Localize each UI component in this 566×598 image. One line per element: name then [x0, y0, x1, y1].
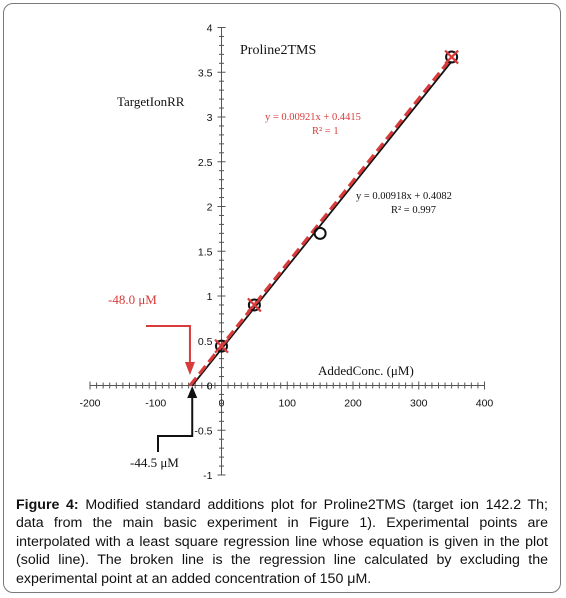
- annotations: [146, 325, 198, 452]
- caption-text: Modified standard additions plot for Pro…: [16, 497, 548, 587]
- data-point-cross: [444, 49, 459, 65]
- data-point: [215, 339, 228, 353]
- red-equation: y = 0.00921x + 0.4415: [265, 112, 361, 123]
- y-tick-label: 0: [207, 381, 213, 393]
- x-tick-label: -200: [79, 398, 100, 410]
- data-point: [445, 50, 459, 64]
- red-arrowhead: [184, 362, 195, 375]
- black-r2: R² = 0.997: [391, 205, 436, 216]
- axes: -200 -100 0 100 200 300 400-1-0.500.511.522.53…: [79, 23, 493, 483]
- data-points: [214, 49, 459, 354]
- black-equation: y = 0.00918x + 0.4082: [356, 191, 452, 202]
- data-point: [247, 298, 261, 312]
- figure-frame: [3, 3, 561, 593]
- y-tick-label: 3.5: [198, 67, 213, 79]
- y-tick-label: 0.5: [198, 336, 213, 348]
- chart-title: Proline2TMS: [240, 43, 316, 58]
- x-tick-label: 100: [278, 398, 296, 410]
- y-tick-label: 2: [207, 202, 213, 214]
- red-intercept-label: -48.0 μM: [108, 292, 157, 307]
- red-intercept-arrow: [146, 325, 191, 364]
- x-tick-label: 400: [476, 398, 494, 410]
- black-intercept-arrow: [157, 396, 194, 452]
- data-point-cross: [214, 338, 229, 354]
- y-tick-label: 4: [207, 23, 213, 35]
- x-tick-label: 200: [344, 398, 362, 410]
- caption-label: Figure 4:: [16, 497, 79, 513]
- figure-caption: Figure 4: Modified standard additions pl…: [16, 496, 548, 588]
- x-axis-label: AddedConc. (μM): [318, 363, 414, 378]
- chart-svg: -200 -100 0 100 200 300 400-1-0.500.511.522.53…: [79, 23, 493, 483]
- y-tick-label: 1: [207, 291, 213, 303]
- regression-line-solid: [191, 60, 453, 387]
- red-r2: R² = 1: [312, 126, 339, 137]
- y-tick-label: 1.5: [198, 246, 213, 258]
- black-arrowhead: [187, 386, 198, 398]
- data-point-cross: [247, 297, 262, 313]
- y-tick-label: 2.5: [198, 157, 213, 169]
- regression-line-dashed: [188, 56, 453, 387]
- x-tick-label: 300: [410, 398, 428, 410]
- black-intercept-label: -44.5 μM: [130, 455, 179, 470]
- y-axis-label: TargetIonRR: [117, 94, 185, 109]
- y-tick-label: 3: [207, 112, 213, 124]
- y-tick-label: -1: [203, 470, 212, 482]
- y-tick-label: -0.5: [194, 425, 212, 437]
- data-point: [313, 226, 327, 240]
- regression-lines: [188, 56, 453, 387]
- x-tick-label: -100: [145, 398, 166, 410]
